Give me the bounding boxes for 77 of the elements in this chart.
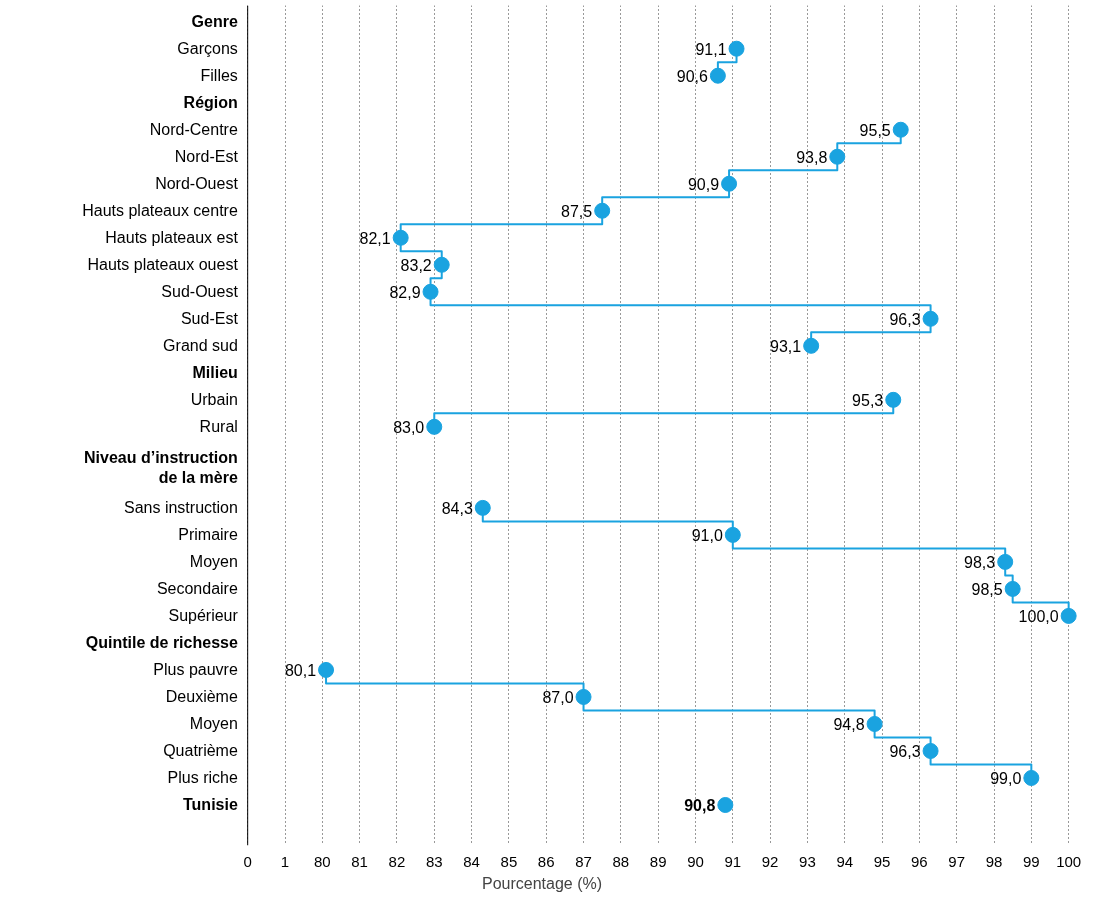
x-axis-title: Pourcentage (%) [481, 874, 603, 892]
data-label: 90,8 [684, 796, 716, 814]
y-tick-label: Sud-Est [180, 310, 239, 328]
x-tick-label: 95 [873, 852, 891, 870]
data-label: 90,6 [676, 67, 708, 85]
data-label: 93,8 [796, 148, 828, 166]
x-tick-label: 96 [911, 852, 928, 870]
x-tick-label: 86 [537, 852, 555, 870]
y-tick-label: Région [183, 94, 238, 112]
x-tick-label: 87 [575, 852, 592, 870]
y-tick-label: Garçons [177, 40, 238, 58]
y-tick-label: Milieu [192, 364, 238, 382]
data-label: 95,5 [859, 121, 891, 139]
data-label: 93,1 [770, 337, 802, 355]
x-tick-label: 92 [761, 852, 779, 870]
x-tick-label: 85 [500, 852, 518, 870]
y-tick-label: Moyen [189, 553, 238, 571]
data-label: 91,1 [695, 40, 727, 58]
data-label: 96,3 [889, 310, 921, 328]
x-tick-label: 93 [799, 852, 816, 870]
y-tick-label: Filles [200, 67, 238, 85]
x-tick-label: 84 [463, 852, 480, 870]
data-label: 100,0 [1018, 607, 1059, 625]
data-label: 95,3 [852, 391, 884, 409]
y-tick-label: Hauts plateaux est [105, 229, 239, 247]
data-label: 99,0 [990, 769, 1022, 787]
x-tick-label: 98 [985, 852, 1003, 870]
x-tick-label: 82 [388, 852, 406, 870]
data-label: 87,0 [542, 688, 574, 706]
data-label: 82,9 [389, 283, 421, 301]
y-tick-label: Nord-Centre [149, 121, 238, 139]
data-label: 80,1 [284, 661, 317, 679]
y-tick-label: Plus riche [167, 769, 238, 787]
x-tick-label: 89 [649, 852, 667, 870]
y-tick-label: Hauts plateaux centre [82, 202, 238, 220]
data-label: 87,5 [561, 202, 593, 220]
data-label: 91,0 [691, 526, 723, 544]
y-tick-label: Deuxième [165, 688, 238, 706]
y-tick-label: Quintile de richesse [85, 634, 238, 652]
data-label: 82,1 [359, 229, 391, 247]
x-tick-label: 90 [687, 852, 704, 870]
data-label: 96,3 [889, 742, 921, 760]
data-label: 83,0 [393, 418, 425, 436]
data-label: 84,3 [441, 499, 473, 517]
x-tick-label: 83 [425, 852, 443, 870]
x-tick-label: 100 [1056, 852, 1082, 870]
x-tick-label: 97 [948, 852, 966, 870]
y-tick-label: Rural [199, 418, 238, 436]
data-label: 98,5 [971, 580, 1003, 598]
x-tick-label: 88 [612, 852, 630, 870]
text: 0 [243, 852, 252, 870]
data-label: 94,8 [833, 715, 865, 733]
y-tick-label: Niveau d’instruction de la mère [84, 449, 238, 486]
data-label: 98,3 [964, 553, 996, 571]
y-tick-label: Primaire [178, 526, 238, 544]
data-label: 90,9 [687, 175, 720, 193]
y-tick-label: Grand sud [163, 337, 238, 355]
x-tick-label: 94 [836, 852, 854, 870]
y-tick-label: Sans instruction [124, 499, 238, 517]
y-tick-label: Quatrième [163, 742, 238, 760]
x-tick-label: 99 [1022, 852, 1040, 870]
y-tick-label: Supérieur [168, 607, 239, 625]
y-tick-label: Hauts plateaux ouest [87, 256, 239, 274]
x-tick-label: 91 [724, 852, 742, 870]
y-tick-label: Secondaire [156, 580, 238, 598]
x-tick-label: 80 [313, 852, 331, 870]
y-tick-label: Moyen [189, 715, 238, 733]
y-tick-label: Urbain [190, 391, 238, 409]
y-tick-label: Nord-Ouest [155, 175, 239, 193]
x-tick-label: 81 [351, 852, 368, 870]
data-label: 83,2 [400, 256, 432, 274]
y-tick-label: Sud-Ouest [161, 283, 239, 301]
text: 1 [280, 852, 290, 870]
y-tick-label: Tunisie [183, 796, 238, 814]
y-tick-label: Nord-Est [174, 148, 239, 166]
y-tick-label: Plus pauvre [153, 661, 238, 679]
y-tick-label: Genre [191, 13, 238, 31]
